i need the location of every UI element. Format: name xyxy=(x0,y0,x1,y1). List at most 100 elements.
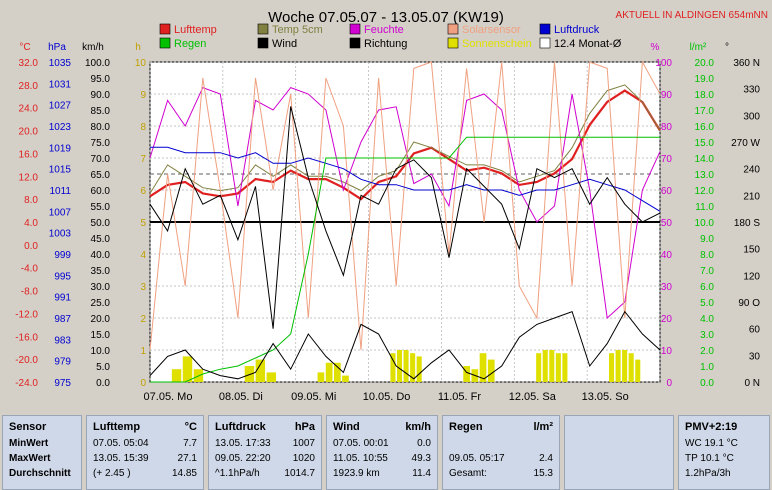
tick-sun: 3 xyxy=(140,282,146,293)
tick-hum: 90 xyxy=(661,90,673,101)
luftdruck-max-value: 1020 xyxy=(292,453,315,464)
tick-dir: 0 N xyxy=(744,378,760,389)
blank-column xyxy=(564,415,674,490)
tick-hum: 40 xyxy=(661,250,673,261)
tick-press: 1031 xyxy=(49,79,72,90)
sensor-column: Sensor MinWert MaxWert Durchschnitt xyxy=(2,415,82,490)
wind-avg-value: 11.4 xyxy=(412,468,431,479)
tick-temp: 4.0 xyxy=(24,218,38,229)
legend-label-3: Solarsensor xyxy=(462,24,521,36)
tick-rain: 18.0 xyxy=(695,90,715,101)
sunshine-bar xyxy=(463,366,470,382)
series-richtung xyxy=(149,106,661,329)
legend-swatch-4 xyxy=(539,23,551,35)
tick-temp: 12.0 xyxy=(19,172,39,183)
regen-unit: l/m² xyxy=(533,421,553,433)
tick-rain: 14.0 xyxy=(695,154,715,165)
sunshine-bar xyxy=(536,353,542,382)
legend-swatch-6 xyxy=(257,37,269,49)
sunshine-bar xyxy=(255,359,266,382)
live-location-label: AKTUELL IN ALDINGEN 654mNN xyxy=(616,10,768,21)
sunshine-bar xyxy=(171,369,182,382)
sunshine-bar xyxy=(609,353,615,382)
legend-label-4: Luftdruck xyxy=(554,24,600,36)
day-label: 11.05. Fr xyxy=(438,391,482,403)
tick-press: 983 xyxy=(54,335,71,346)
pmv-column: PMV+2:19 WC 19.1 °C TP 10.1 °C 1.2hPa/3h xyxy=(678,415,770,490)
tick-rain: 6.0 xyxy=(700,282,714,293)
sunshine-bar xyxy=(342,375,349,382)
row-label-avg: Durchschnitt xyxy=(9,468,71,479)
tick-press: 1015 xyxy=(49,165,72,176)
lufttemp-max-value: 27.1 xyxy=(177,453,197,464)
lufttemp-min-value: 7.7 xyxy=(183,438,197,449)
lufttemp-unit: °C xyxy=(184,421,197,433)
sunshine-bar xyxy=(317,372,325,382)
tick-wind: 15.0 xyxy=(91,330,111,341)
sunshine-bar xyxy=(325,362,333,382)
tick-wind: 90.0 xyxy=(91,90,111,101)
sunshine-bar xyxy=(403,350,409,382)
tick-press: 1035 xyxy=(49,58,72,69)
regen-max-value: 2.4 xyxy=(539,453,553,464)
tick-wind: 70.0 xyxy=(91,154,111,165)
legend-label-6: Wind xyxy=(272,38,297,50)
wind-column: Wind km/h 07.05. 00:01 0.0 11.05. 10:55 … xyxy=(326,415,438,490)
tick-wind: 40.0 xyxy=(91,250,111,261)
tick-rain: 1.0 xyxy=(700,362,714,373)
tick-press: 1003 xyxy=(49,229,72,240)
tick-rain: 3.0 xyxy=(700,330,714,341)
luftdruck-min-date: 13.05. 17:33 xyxy=(215,438,271,449)
pmv-windchill: WC 19.1 °C xyxy=(685,438,738,449)
luftdruck-min-value: 1007 xyxy=(292,438,315,449)
tick-temp: -8.0 xyxy=(21,287,39,298)
tick-dir: 240 xyxy=(743,165,760,176)
tick-rain: 4.0 xyxy=(700,314,714,325)
legend-swatch-0 xyxy=(159,23,171,35)
luftdruck-header: Luftdruck xyxy=(215,421,266,433)
tick-temp: -20.0 xyxy=(15,355,38,366)
tick-wind: 65.0 xyxy=(91,170,111,181)
tick-hum: 0 xyxy=(666,378,672,389)
axis-header-press: hPa xyxy=(48,42,66,53)
sunshine-bar xyxy=(615,350,621,382)
luftdruck-unit: hPa xyxy=(294,421,315,433)
tick-dir: 150 xyxy=(743,245,760,256)
sunshine-bar xyxy=(487,359,495,382)
tick-rain: 8.0 xyxy=(700,250,714,261)
sunshine-bar xyxy=(628,353,634,382)
series-wind xyxy=(149,310,661,380)
tick-temp: -16.0 xyxy=(15,332,38,343)
legend-label-1: Temp 5cm xyxy=(272,24,323,36)
axis-header-wind: km/h xyxy=(82,42,104,53)
axis-header-sun: h xyxy=(135,42,141,53)
lufttemp-trend: (+ 2.45 ) xyxy=(93,468,131,479)
tick-temp: 8.0 xyxy=(24,195,38,206)
pmv-pressure-trend: 1.2hPa/3h xyxy=(685,468,731,479)
tick-press: 1023 xyxy=(49,122,72,133)
lufttemp-min-date: 07.05. 05:04 xyxy=(93,438,149,449)
legend-swatch-2 xyxy=(349,23,361,35)
day-label: 12.05. Sa xyxy=(509,391,557,403)
tick-press: 975 xyxy=(54,378,71,389)
tick-press: 1007 xyxy=(49,207,72,218)
tick-hum: 60 xyxy=(661,186,673,197)
tick-dir: 60 xyxy=(749,325,761,336)
series-regen xyxy=(150,136,660,383)
tick-rain: 9.0 xyxy=(700,234,714,245)
regen-total-label: Gesamt: xyxy=(449,468,487,479)
tick-rain: 15.0 xyxy=(695,138,715,149)
tick-dir: 210 xyxy=(743,191,760,202)
wind-max-date: 11.05. 10:55 xyxy=(333,453,388,464)
luftdruck-trend: ^1.1hPa/h xyxy=(215,468,260,479)
sunshine-bar xyxy=(416,356,422,382)
tick-rain: 0.0 xyxy=(700,378,714,389)
tick-sun: 5 xyxy=(140,218,146,229)
pmv-header: PMV+2:19 xyxy=(685,421,738,433)
tick-sun: 6 xyxy=(140,186,146,197)
tick-temp: 20.0 xyxy=(19,127,39,138)
regen-header: Regen xyxy=(449,421,483,433)
tick-temp: -12.0 xyxy=(15,309,38,320)
tick-sun: 0 xyxy=(140,378,146,389)
tick-wind: 10.0 xyxy=(91,346,111,357)
